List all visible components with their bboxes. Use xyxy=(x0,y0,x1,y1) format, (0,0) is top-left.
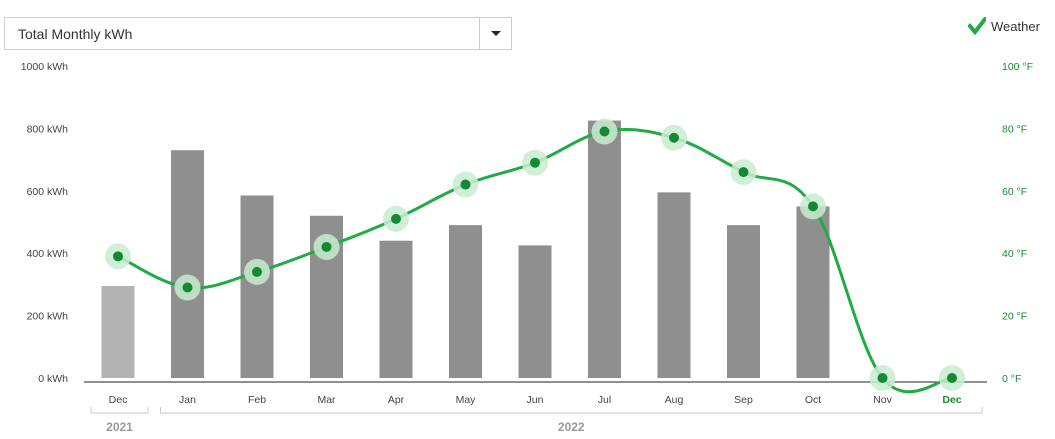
x-tick-label: Nov xyxy=(873,394,892,406)
x-tick-label: Jun xyxy=(527,394,544,406)
caret-down-icon xyxy=(490,30,501,36)
bar xyxy=(379,240,413,378)
weather-checkbox[interactable] xyxy=(968,17,986,35)
weather-point xyxy=(599,126,610,137)
weather-point xyxy=(252,266,262,277)
x-tick-label: Aug xyxy=(665,394,684,406)
metric-select-toggle[interactable] xyxy=(479,18,511,49)
x-tick-label: Jul xyxy=(598,394,611,406)
weather-toggle[interactable]: Weather xyxy=(968,17,1040,35)
year-bracket xyxy=(160,407,983,414)
weather-point xyxy=(669,132,679,143)
y-left-tick-label: 200 kWh xyxy=(27,311,69,323)
y-left-tick-label: 400 kWh xyxy=(27,248,69,260)
bar xyxy=(101,285,135,378)
year-label: 2022 xyxy=(558,420,585,434)
x-tick-label: Mar xyxy=(317,394,336,406)
y-right-tick-label: 80 °F xyxy=(1002,123,1027,135)
weather-point xyxy=(321,241,332,252)
metric-select[interactable]: Total Monthly kWh xyxy=(4,17,512,50)
x-tick-label: Jan xyxy=(179,394,196,406)
y-right-tick-label: 20 °F xyxy=(1002,311,1027,323)
y-left-tick-label: 600 kWh xyxy=(27,186,69,198)
bar xyxy=(518,245,552,378)
metric-select-value: Total Monthly kWh xyxy=(18,25,133,42)
weather-toggle-label: Weather xyxy=(991,18,1040,34)
bar xyxy=(588,120,621,378)
x-tick-label: Sep xyxy=(734,394,753,406)
weather-point xyxy=(738,167,749,178)
y-left-tick-label: 0 kWh xyxy=(38,373,68,385)
weather-point xyxy=(460,179,471,190)
y-right-tick-label: 40 °F xyxy=(1002,248,1027,260)
weather-point xyxy=(877,373,888,383)
year-bracket xyxy=(90,407,149,414)
weather-point xyxy=(391,213,401,224)
weather-point xyxy=(947,373,957,383)
y-left-tick-label: 1000 kWh xyxy=(21,61,68,73)
weather-point xyxy=(808,201,818,212)
y-left-tick-label: 800 kWh xyxy=(27,123,69,135)
x-tick-label: Dec xyxy=(109,394,128,406)
bar xyxy=(796,206,830,378)
checkmark-icon xyxy=(968,17,986,35)
y-right-tick-label: 100 °F xyxy=(1002,61,1033,73)
year-label: 2021 xyxy=(106,420,133,434)
weather-point xyxy=(113,251,123,262)
y-right-tick-label: 60 °F xyxy=(1002,186,1027,198)
bar xyxy=(240,195,274,378)
bar xyxy=(727,225,760,378)
x-tick-label: Oct xyxy=(805,394,821,406)
x-tick-label: Dec xyxy=(942,394,961,406)
x-tick-label: Apr xyxy=(388,394,405,406)
weather-point xyxy=(530,157,540,168)
bar xyxy=(657,192,691,378)
x-tick-label: May xyxy=(456,394,477,406)
bar xyxy=(449,225,482,378)
weather-point xyxy=(182,282,193,293)
bar xyxy=(171,150,204,378)
x-tick-label: Feb xyxy=(248,394,266,406)
y-right-tick-label: 0 °F xyxy=(1002,373,1021,385)
